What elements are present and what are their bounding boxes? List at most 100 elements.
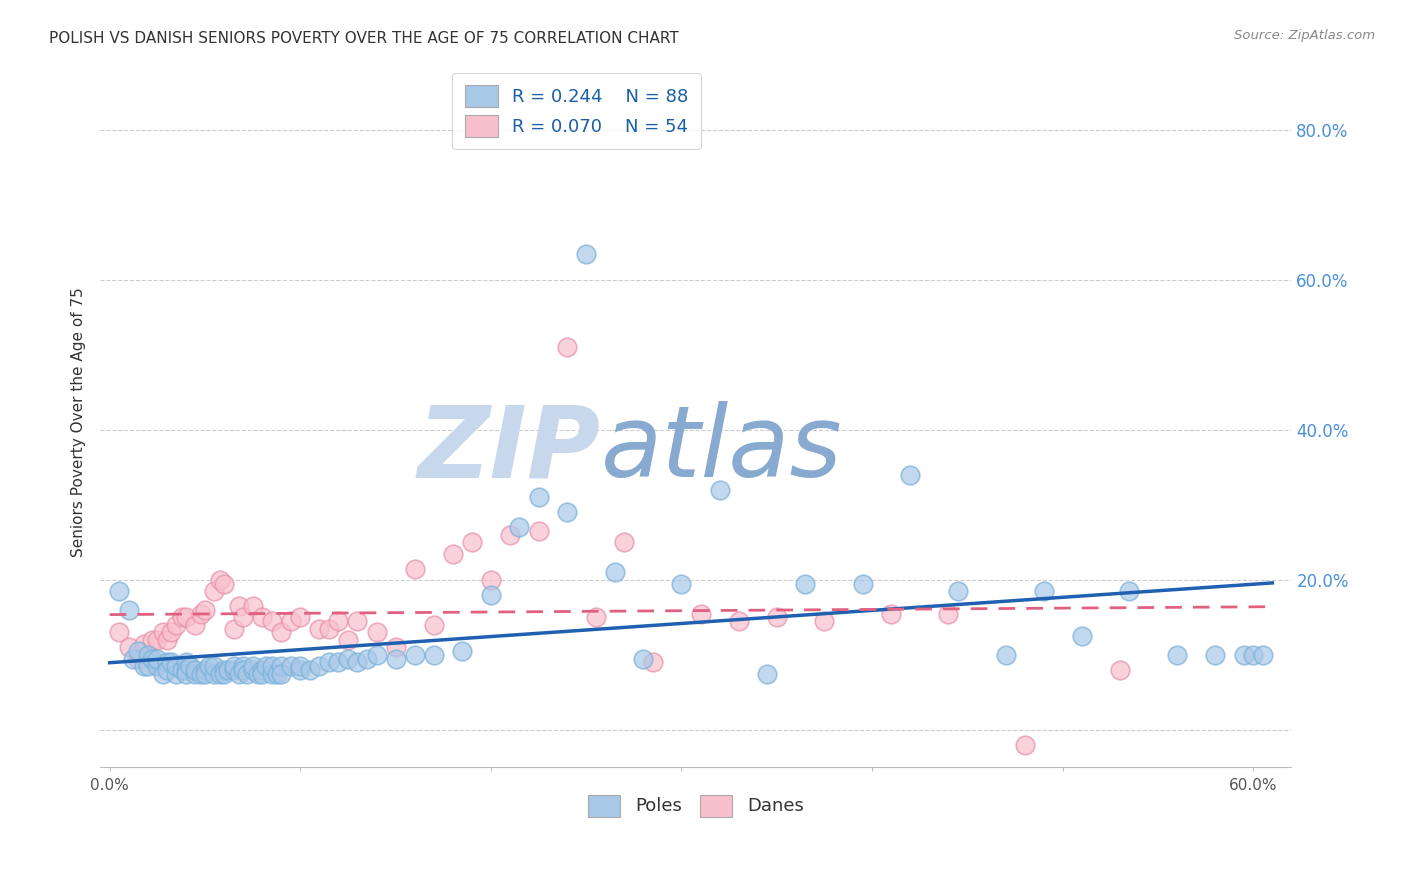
Point [1118,584,1140,599]
Point [156,663,179,677]
Point [280,614,302,628]
Point [555,340,578,354]
Point [146,651,169,665]
Point [108,625,131,640]
Point [179,659,201,673]
Point [136,648,159,662]
Point [633,651,655,665]
Text: atlas: atlas [600,401,842,499]
Point [366,648,388,662]
Point [499,528,522,542]
Point [756,666,779,681]
Point [356,651,378,665]
Point [232,663,254,677]
Point [671,576,693,591]
Point [184,617,207,632]
Point [232,659,254,673]
Point [242,663,264,677]
Point [689,607,711,621]
Point [204,584,226,599]
Point [946,584,969,599]
Point [1204,648,1226,662]
Point [212,576,235,591]
Text: POLISH VS DANISH SENIORS POVERTY OVER THE AGE OF 75 CORRELATION CHART: POLISH VS DANISH SENIORS POVERTY OVER TH… [49,31,679,46]
Point [527,491,550,505]
Point [880,607,903,621]
Point [174,655,197,669]
Point [132,659,155,673]
Point [184,666,207,681]
Point [328,614,350,628]
Point [298,663,321,677]
Point [172,610,194,624]
Point [461,535,484,549]
Point [156,655,179,669]
Point [422,617,444,632]
Point [270,659,292,673]
Point [709,483,731,497]
Point [898,467,921,482]
Point [174,610,197,624]
Point [132,636,155,650]
Point [141,651,163,665]
Point [121,651,143,665]
Point [641,655,664,669]
Point [765,610,787,624]
Point [266,666,288,681]
Text: ZIP: ZIP [418,401,600,499]
Point [1014,738,1036,752]
Point [159,655,181,669]
Point [212,663,235,677]
Point [209,573,232,587]
Point [250,666,273,681]
Point [1070,629,1092,643]
Point [190,666,212,681]
Point [136,659,159,673]
Point [222,622,245,636]
Point [194,603,217,617]
Point [1233,648,1256,662]
Point [479,573,502,587]
Point [404,648,426,662]
Point [165,666,187,681]
Point [479,588,502,602]
Point [118,603,141,617]
Point [146,659,169,673]
Point [152,625,174,640]
Point [222,659,245,673]
Point [247,666,270,681]
Point [118,640,141,655]
Point [603,566,626,580]
Legend: Poles, Danes: Poles, Danes [581,788,811,824]
Point [366,625,388,640]
Point [108,584,131,599]
Point [404,561,426,575]
Point [204,666,226,681]
Point [184,663,207,677]
Point [290,659,312,673]
Point [346,655,368,669]
Point [527,524,550,538]
Point [613,535,636,549]
Point [270,625,292,640]
Point [260,614,283,628]
Point [308,622,330,636]
Point [127,651,149,665]
Point [165,659,187,673]
Point [813,614,835,628]
Point [794,576,817,591]
Point [384,640,406,655]
Point [384,651,406,665]
Point [174,666,197,681]
Point [336,632,359,647]
Point [318,622,340,636]
Point [336,651,359,665]
Point [242,659,264,673]
Point [1109,663,1132,677]
Point [250,663,273,677]
Point [290,610,312,624]
Point [254,659,277,673]
Point [172,663,194,677]
Text: Source: ZipAtlas.com: Source: ZipAtlas.com [1234,29,1375,42]
Point [141,632,163,647]
